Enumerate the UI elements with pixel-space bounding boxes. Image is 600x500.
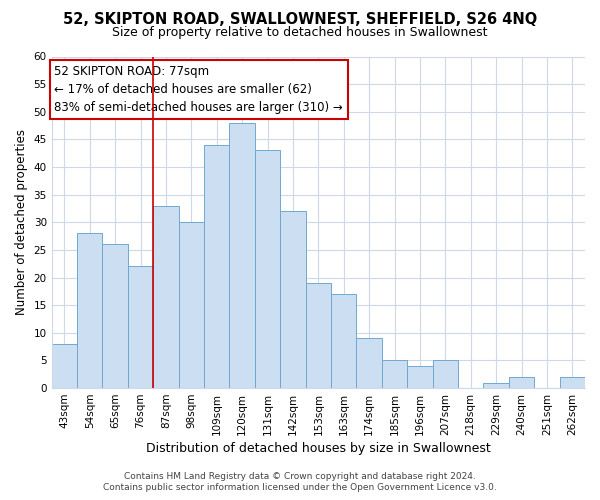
Text: Contains HM Land Registry data © Crown copyright and database right 2024.
Contai: Contains HM Land Registry data © Crown c… — [103, 472, 497, 492]
Bar — [484, 382, 509, 388]
Bar — [179, 222, 204, 388]
Bar — [229, 123, 255, 388]
Bar — [331, 294, 356, 388]
Bar — [153, 206, 179, 388]
Bar — [255, 150, 280, 388]
Bar — [382, 360, 407, 388]
Bar — [77, 234, 103, 388]
Bar — [356, 338, 382, 388]
Bar — [280, 211, 305, 388]
Text: 52 SKIPTON ROAD: 77sqm
← 17% of detached houses are smaller (62)
83% of semi-det: 52 SKIPTON ROAD: 77sqm ← 17% of detached… — [55, 65, 343, 114]
Bar — [305, 283, 331, 388]
X-axis label: Distribution of detached houses by size in Swallownest: Distribution of detached houses by size … — [146, 442, 491, 455]
Bar — [560, 377, 585, 388]
Bar — [407, 366, 433, 388]
Bar — [433, 360, 458, 388]
Y-axis label: Number of detached properties: Number of detached properties — [15, 130, 28, 316]
Text: Size of property relative to detached houses in Swallownest: Size of property relative to detached ho… — [112, 26, 488, 39]
Bar — [52, 344, 77, 388]
Text: 52, SKIPTON ROAD, SWALLOWNEST, SHEFFIELD, S26 4NQ: 52, SKIPTON ROAD, SWALLOWNEST, SHEFFIELD… — [63, 12, 537, 28]
Bar — [128, 266, 153, 388]
Bar — [509, 377, 534, 388]
Bar — [103, 244, 128, 388]
Bar — [204, 145, 229, 388]
